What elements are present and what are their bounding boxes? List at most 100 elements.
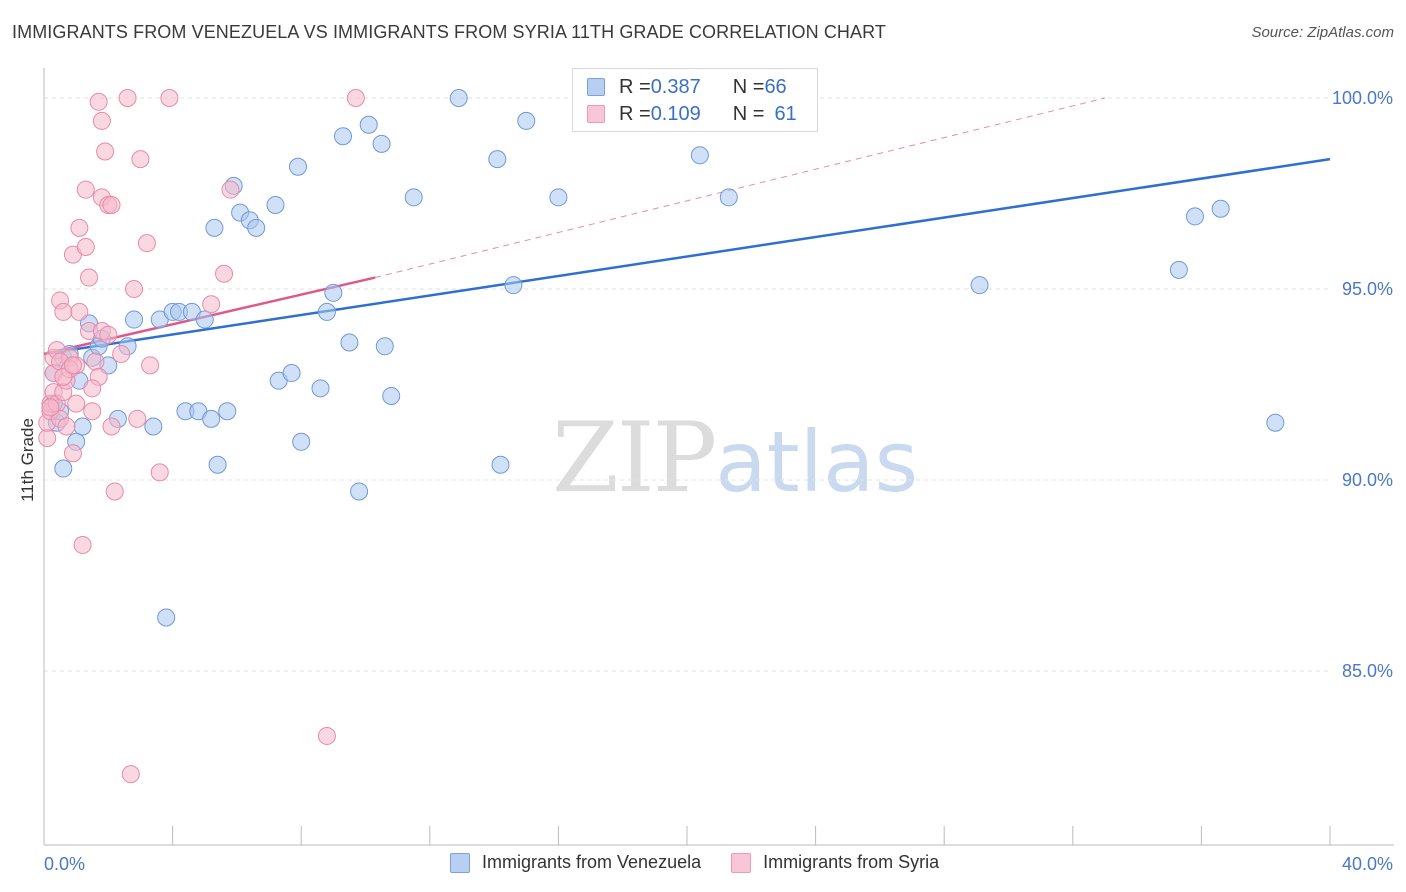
point-syria — [215, 264, 234, 283]
point-syria — [317, 726, 336, 745]
point-venezuela — [324, 283, 343, 302]
legend-swatch-venezuela — [587, 78, 605, 96]
point-syria — [102, 195, 121, 214]
point-venezuela — [491, 455, 510, 474]
point-venezuela — [317, 302, 336, 321]
point-venezuela — [288, 157, 307, 176]
legend-swatch-syria — [731, 852, 752, 873]
point-venezuela — [382, 386, 401, 405]
legend-row-venezuela: R = 0.387 N = 66 — [587, 75, 787, 99]
point-venezuela — [449, 89, 468, 107]
point-syria — [38, 428, 57, 447]
point-syria — [70, 218, 89, 237]
point-syria — [92, 111, 111, 130]
point-venezuela — [517, 111, 536, 130]
point-syria — [67, 394, 86, 413]
point-syria — [54, 367, 73, 386]
point-venezuela — [549, 188, 568, 207]
point-venezuela — [1266, 413, 1285, 432]
source-label: Source: ZipAtlas.com — [1251, 24, 1394, 41]
legend-swatch-venezuela — [450, 852, 470, 873]
point-syria — [221, 180, 240, 199]
legend-swatch-syria — [587, 105, 605, 123]
watermark-zip: ZIP — [552, 402, 717, 514]
point-venezuela — [1185, 207, 1204, 226]
data-points — [38, 89, 1285, 784]
chart-title: IMMIGRANTS FROM VENEZUELA VS IMMIGRANTS … — [12, 22, 886, 42]
y-tick-labels: 100.0% 95.0% 90.0% 85.0% — [1332, 88, 1393, 681]
stats-legend: R = 0.387 N = 66 R = 0.109 N = 61 — [572, 68, 818, 132]
y-axis-label: 11th Grade — [18, 418, 37, 502]
point-syria — [80, 268, 99, 287]
axes — [43, 68, 1394, 846]
point-venezuela — [157, 608, 176, 627]
legend-item-syria[interactable]: Immigrants from Syria — [731, 852, 939, 873]
point-syria — [57, 417, 76, 436]
legend-row-syria: R = 0.109 N = 61 — [587, 102, 797, 126]
point-venezuela — [375, 337, 394, 356]
point-syria — [83, 402, 102, 421]
legend-r-label: R = — [619, 102, 651, 125]
point-syria — [89, 92, 108, 111]
point-venezuela — [125, 310, 144, 329]
point-venezuela — [488, 150, 507, 169]
legend-n-value: 61 — [774, 102, 797, 125]
trend-lines — [43, 97, 1331, 356]
point-venezuela — [208, 455, 227, 474]
point-syria — [73, 535, 92, 554]
point-syria — [86, 352, 105, 371]
trend-line-dashed — [375, 97, 1106, 279]
point-venezuela — [404, 188, 423, 207]
point-venezuela — [218, 402, 237, 421]
point-syria — [63, 444, 82, 463]
y-tick-label: 95.0% — [1342, 279, 1393, 299]
point-syria — [112, 344, 131, 363]
legend-item-venezuela[interactable]: Immigrants from Venezuela — [450, 852, 701, 873]
point-venezuela — [144, 417, 163, 436]
point-syria — [76, 237, 95, 256]
point-venezuela — [1169, 260, 1188, 279]
point-syria — [128, 409, 147, 428]
legend-r-value: 0.109 — [650, 102, 701, 125]
y-tick-label: 100.0% — [1332, 88, 1393, 108]
x-tick-label: 40.0% — [1342, 854, 1393, 874]
point-venezuela — [359, 115, 378, 134]
point-syria — [102, 417, 121, 436]
legend-label-syria: Immigrants from Syria — [763, 852, 940, 872]
point-venezuela — [340, 333, 359, 352]
legend-n-label: N = — [732, 102, 765, 125]
legend-label-venezuela: Immigrants from Venezuela — [482, 852, 702, 872]
legend-n-value: 66 — [764, 75, 787, 98]
point-syria — [41, 398, 60, 417]
point-syria — [54, 302, 73, 321]
point-venezuela — [282, 364, 301, 383]
point-syria — [141, 356, 160, 375]
point-syria — [125, 280, 144, 298]
point-syria — [96, 142, 115, 161]
point-syria — [99, 325, 118, 344]
point-syria — [83, 379, 102, 398]
point-syria — [70, 302, 89, 321]
point-syria — [160, 89, 179, 107]
trend-line-venezuela — [43, 157, 1331, 356]
point-venezuela — [504, 276, 523, 295]
y-tick-label: 85.0% — [1342, 661, 1393, 681]
legend-n-label: N = — [732, 75, 765, 98]
point-syria — [63, 356, 82, 375]
point-venezuela — [195, 310, 214, 329]
point-syria — [121, 765, 140, 784]
point-venezuela — [1211, 199, 1230, 218]
point-venezuela — [690, 146, 709, 165]
point-syria — [131, 150, 150, 169]
legend-r-value: 0.387 — [650, 75, 701, 98]
point-syria — [118, 89, 137, 107]
x-tick-label: 0.0% — [44, 854, 85, 874]
watermark-atlas: atlas — [715, 413, 919, 511]
point-venezuela — [311, 379, 330, 398]
point-venezuela — [205, 218, 224, 237]
x-tick-labels: 0.0% 40.0% — [44, 854, 1393, 874]
point-venezuela — [970, 276, 989, 295]
point-venezuela — [54, 459, 73, 478]
point-venezuela — [719, 188, 738, 207]
